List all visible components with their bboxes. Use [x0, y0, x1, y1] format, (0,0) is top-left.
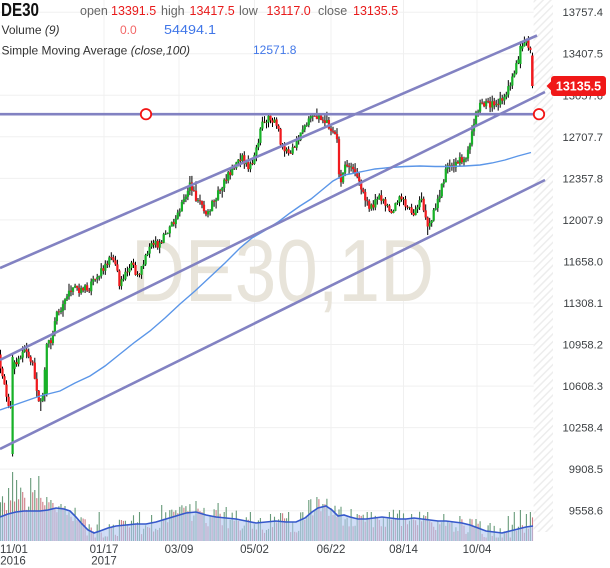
svg-text:13391.5: 13391.5 — [111, 4, 156, 18]
svg-text:10/04: 10/04 — [463, 544, 492, 556]
svg-text:0.0: 0.0 — [120, 23, 137, 37]
svg-text:08/14: 08/14 — [389, 544, 418, 556]
svg-text:06/22: 06/22 — [317, 544, 346, 556]
svg-text:12571.8: 12571.8 — [253, 43, 297, 57]
svg-text:Volume (9): Volume (9) — [2, 23, 60, 37]
svg-text:close: close — [318, 4, 347, 18]
svg-text:13407.5: 13407.5 — [563, 49, 603, 61]
svg-text:12357.8: 12357.8 — [563, 173, 603, 185]
svg-text:12707.7: 12707.7 — [563, 132, 603, 144]
svg-text:9558.6: 9558.6 — [569, 506, 603, 518]
svg-text:DE30: DE30 — [1, 0, 39, 20]
svg-text:05/02: 05/02 — [240, 544, 269, 556]
svg-text:13117.0: 13117.0 — [267, 4, 311, 18]
svg-text:open: open — [80, 4, 108, 18]
svg-text:2017: 2017 — [91, 556, 117, 568]
svg-text:high: high — [161, 4, 185, 18]
svg-text:13757.4: 13757.4 — [563, 7, 603, 19]
svg-text:10608.3: 10608.3 — [563, 381, 603, 393]
svg-text:54494.1: 54494.1 — [164, 23, 216, 37]
svg-text:low: low — [239, 4, 259, 18]
svg-text:Simple Moving Average (close,1: Simple Moving Average (close,100) — [2, 43, 191, 57]
svg-text:DE30,1D: DE30,1D — [131, 221, 434, 320]
svg-text:11658.0: 11658.0 — [563, 256, 603, 268]
svg-text:10958.2: 10958.2 — [563, 340, 603, 352]
svg-text:13417.5: 13417.5 — [190, 4, 235, 18]
svg-text:10258.4: 10258.4 — [563, 423, 603, 435]
svg-text:12007.9: 12007.9 — [563, 215, 603, 227]
svg-text:03/09: 03/09 — [165, 544, 194, 556]
svg-text:9908.5: 9908.5 — [569, 464, 603, 476]
svg-text:11308.1: 11308.1 — [563, 298, 603, 310]
svg-text:13135.5: 13135.5 — [353, 4, 398, 18]
svg-text:2016: 2016 — [0, 556, 26, 568]
svg-text:01/17: 01/17 — [90, 544, 119, 556]
svg-text:11/01: 11/01 — [0, 544, 28, 556]
svg-text:13135.5: 13135.5 — [556, 80, 601, 94]
